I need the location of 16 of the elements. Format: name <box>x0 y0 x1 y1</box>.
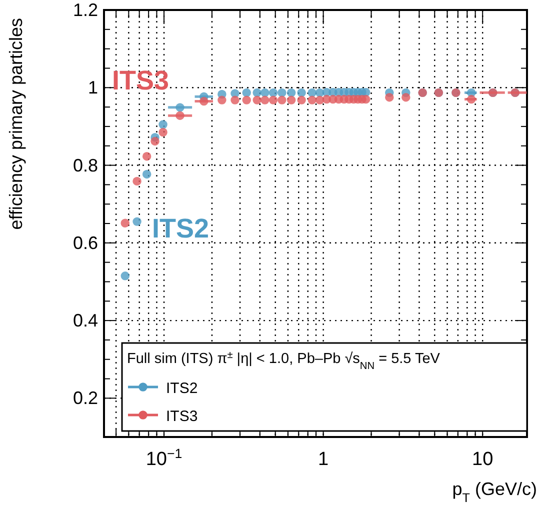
y-tick-label: 0.2 <box>72 388 98 408</box>
x-tick-label: 10 <box>472 449 494 470</box>
legend-label: ITS3 <box>166 408 198 425</box>
annotation: ITS2 <box>152 213 210 244</box>
y-tick-label: 0.6 <box>72 232 98 253</box>
legend-title: Full sim (ITS) π$^{±}$ |η| < 1.0, Pb–Pb √s$_{NN}$ = 5.5 TeV <box>127 350 440 372</box>
x-tick-label: 1 <box>318 449 329 470</box>
annotation: ITS3 <box>112 65 170 96</box>
x-axis-title: p$_{T}$ (GeV/c) <box>452 479 537 505</box>
legend-label: ITS2 <box>166 380 198 397</box>
y-tick-label: 1.2 <box>72 0 98 20</box>
y-tick-label: 1 <box>88 78 98 98</box>
y-tick-label: 0.8 <box>72 155 98 176</box>
y-tick-label: 0.4 <box>72 310 98 331</box>
x-tick-label: 10$^{−1}$ <box>146 446 182 470</box>
y-axis-title: efficiency primary particles <box>6 18 26 230</box>
